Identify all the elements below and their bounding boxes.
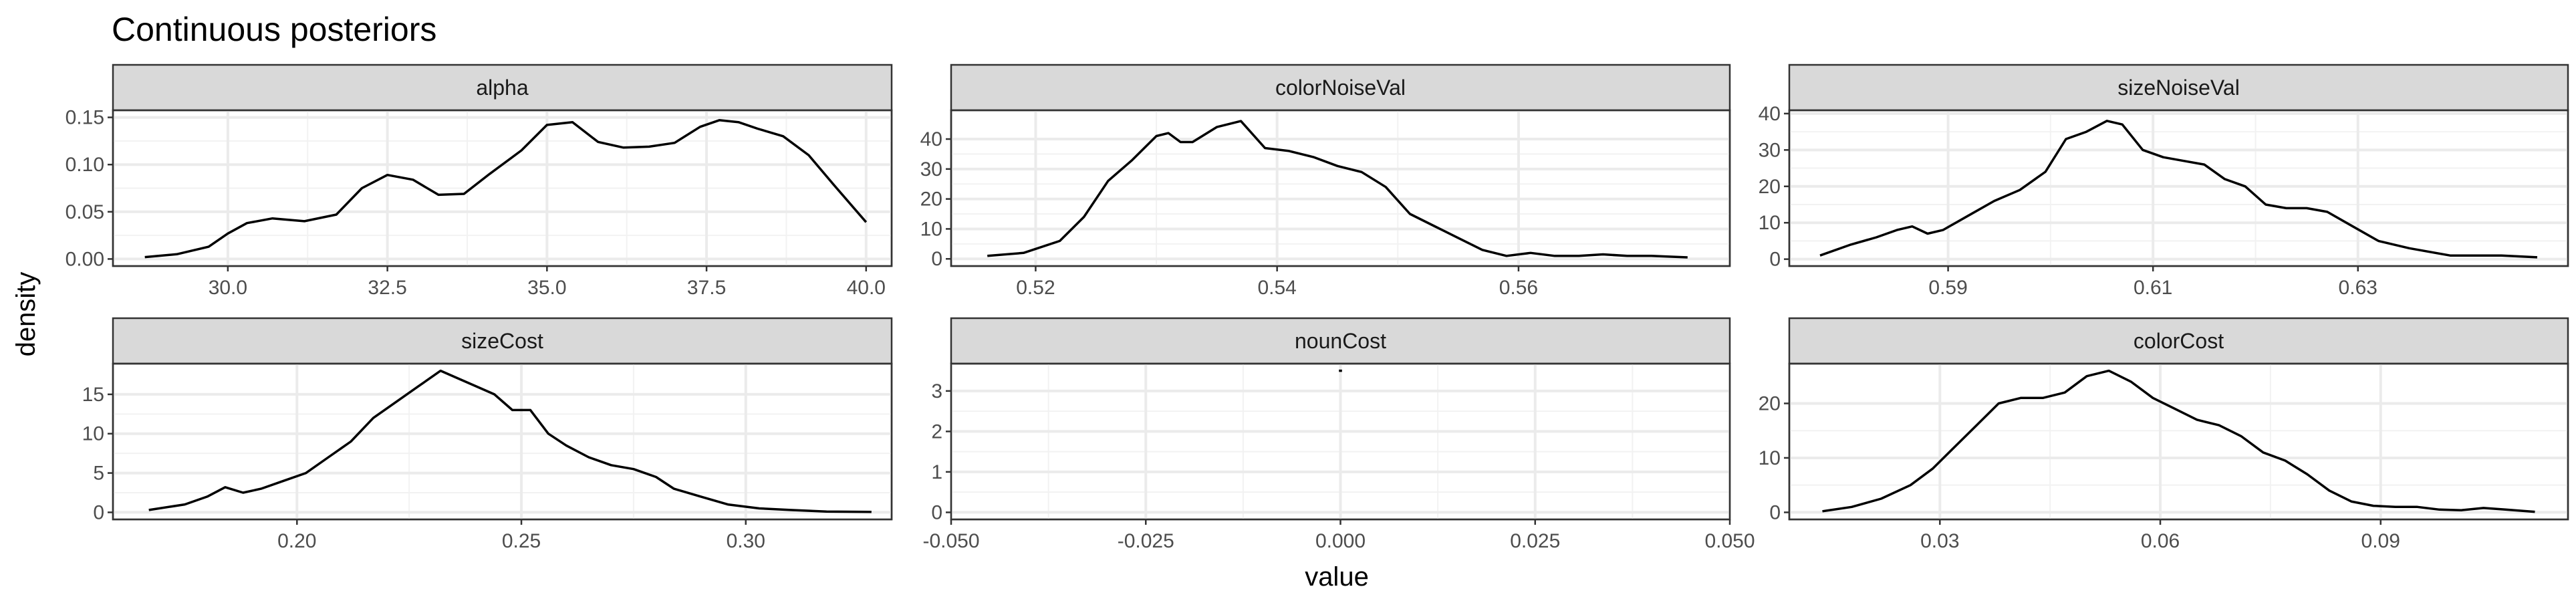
x-tick-label: 0.000 bbox=[1315, 530, 1366, 552]
x-tick-label: 0.63 bbox=[2339, 277, 2377, 299]
y-tick-label: 0.10 bbox=[66, 154, 104, 176]
facet-strip-label: alpha bbox=[476, 76, 529, 100]
facet-strip bbox=[950, 64, 1731, 112]
y-tick-label: 2 bbox=[931, 420, 942, 443]
facet-strip-label: colorCost bbox=[2134, 329, 2224, 353]
facet-colorNoiseVal: colorNoiseVal 0 10 20 30 40 0.52 0.54 0.56 bbox=[920, 64, 1731, 299]
facet-sizeCost: sizeCost 0 5 10 15 0.20 0.25 0.30 bbox=[82, 317, 893, 552]
y-axis-title: density bbox=[11, 272, 41, 357]
x-tick-label: -0.050 bbox=[922, 530, 979, 552]
x-tick-label: 0.09 bbox=[2361, 530, 2400, 552]
x-tick-label: 35.0 bbox=[527, 277, 566, 299]
panel-background bbox=[112, 362, 893, 521]
y-tick-label: 10 bbox=[920, 218, 942, 240]
density-line-alpha bbox=[144, 119, 868, 259]
panel-background bbox=[1788, 362, 2569, 521]
x-tick-label: 0.06 bbox=[2141, 530, 2180, 552]
density-line-colorCost bbox=[1822, 369, 2535, 513]
y-tick-label: 5 bbox=[93, 463, 104, 485]
facet-sizeNoiseVal: sizeNoiseVal 0 10 20 30 40 0.59 0.61 0.63 bbox=[1759, 64, 2569, 299]
facet-strip-label: nounCost bbox=[1295, 329, 1386, 353]
x-tick-label: -0.025 bbox=[1118, 530, 1174, 552]
density-line-sizeCost bbox=[148, 369, 872, 513]
facet-strip-label: sizeNoiseVal bbox=[2117, 76, 2240, 100]
gridlines bbox=[1789, 110, 2568, 266]
panel-border bbox=[112, 109, 893, 267]
y-tick-label: 0 bbox=[1769, 501, 1781, 523]
y-tick-label: 20 bbox=[1759, 392, 1781, 414]
facet-colorCost: colorCost 0 10 20 0.03 0.06 0.09 bbox=[1759, 317, 2569, 552]
y-tick-label: 30 bbox=[920, 158, 942, 180]
chart-title: Continuous posteriors bbox=[112, 11, 436, 48]
y-tick-label: 15 bbox=[82, 384, 104, 406]
x-tick-label: 0.52 bbox=[1016, 277, 1055, 299]
y-tick-label: 0.15 bbox=[66, 107, 104, 129]
facet-strip bbox=[112, 317, 893, 365]
x-tick-label: 0.03 bbox=[1920, 530, 1959, 552]
facet-alpha: alpha 0.00 0.05 0.10 0.15 30.0 32.5 35.0 37.5 40.… bbox=[66, 64, 893, 299]
y-tick-label: 30 bbox=[1759, 139, 1781, 161]
y-tick-label: 10 bbox=[1759, 212, 1781, 234]
facet-strip bbox=[1788, 317, 2569, 365]
y-tick-label: 1 bbox=[931, 461, 942, 483]
gridlines bbox=[113, 364, 892, 519]
y-tick-label: 3 bbox=[931, 380, 942, 402]
x-tick-label: 0.54 bbox=[1257, 277, 1296, 299]
y-tick-label: 0 bbox=[93, 501, 104, 523]
y-tick-label: 0.05 bbox=[66, 201, 104, 223]
panel-background bbox=[950, 109, 1731, 267]
facet-panels: alpha 0.00 0.05 0.10 0.15 30.0 32.5 35.0 37.5 40.… bbox=[66, 64, 2569, 552]
y-tick-label: 0.00 bbox=[66, 248, 104, 270]
panel-border bbox=[950, 109, 1731, 267]
panel-background bbox=[1788, 109, 2569, 267]
x-tick-label: 32.5 bbox=[368, 277, 406, 299]
y-tick-label: 20 bbox=[920, 189, 942, 211]
y-tick-label: 0 bbox=[931, 501, 942, 523]
x-tick-label: 0.61 bbox=[2134, 277, 2172, 299]
gridlines bbox=[1789, 364, 2568, 519]
facet-strip-label: colorNoiseVal bbox=[1275, 76, 1406, 100]
panel-border bbox=[1788, 362, 2569, 521]
x-axis-title: value bbox=[1305, 562, 1369, 592]
y-tick-label: 0 bbox=[931, 248, 942, 270]
facet-nounCost: nounCost 0 1 2 3 -0.050 -0.025 0.000 0.025 0.050 bbox=[922, 317, 1755, 552]
y-tick-label: 40 bbox=[920, 128, 942, 150]
y-tick-label: 10 bbox=[82, 423, 104, 445]
facet-strip-label: sizeCost bbox=[461, 329, 543, 353]
x-tick-label: 0.56 bbox=[1499, 277, 1538, 299]
density-line-sizeNoiseVal bbox=[1819, 120, 2538, 259]
panel-border bbox=[1788, 109, 2569, 267]
density-line-colorNoiseVal bbox=[987, 120, 1688, 259]
facet-strip bbox=[112, 64, 893, 112]
gridlines bbox=[950, 364, 1731, 519]
x-tick-label: 0.20 bbox=[277, 530, 316, 552]
y-tick-label: 20 bbox=[1759, 176, 1781, 198]
x-tick-label: 0.025 bbox=[1510, 530, 1560, 552]
y-tick-label: 40 bbox=[1759, 103, 1781, 125]
facet-strip bbox=[1788, 64, 2569, 112]
x-tick-label: 30.0 bbox=[209, 277, 247, 299]
x-tick-label: 0.59 bbox=[1928, 277, 1967, 299]
x-tick-label: 40.0 bbox=[847, 277, 886, 299]
panel-border bbox=[112, 362, 893, 521]
x-tick-label: 37.5 bbox=[687, 277, 726, 299]
x-tick-label: 0.25 bbox=[502, 530, 541, 552]
x-tick-label: 0.30 bbox=[727, 530, 765, 552]
gridlines bbox=[951, 110, 1730, 266]
y-tick-label: 0 bbox=[1769, 249, 1781, 271]
y-tick-label: 10 bbox=[1759, 447, 1781, 469]
x-tick-label: 0.050 bbox=[1704, 530, 1755, 552]
